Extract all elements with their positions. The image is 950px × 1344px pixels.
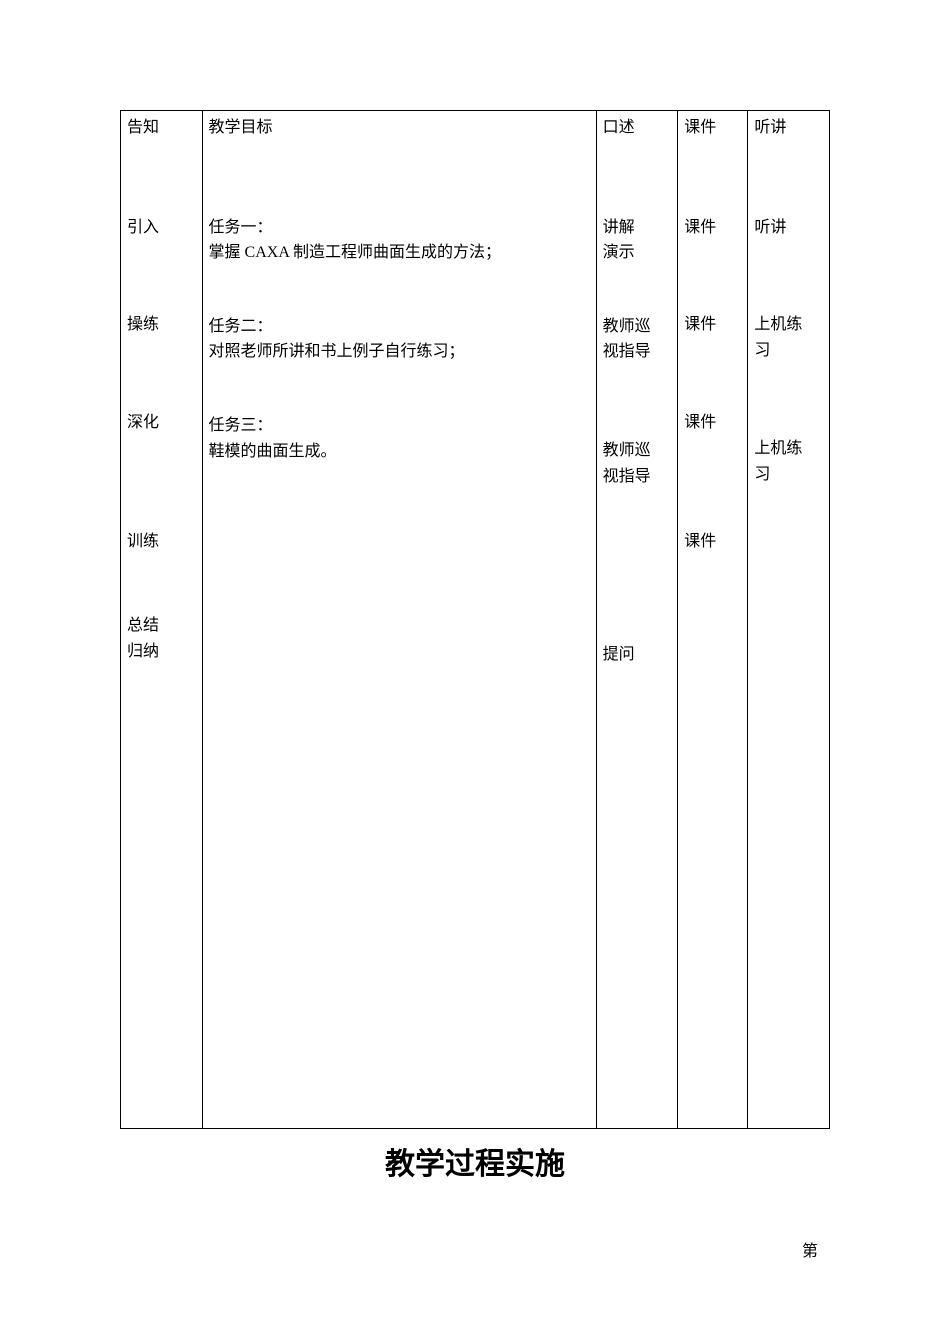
row5-col4: 课件 <box>684 529 741 555</box>
row3-col2-l1: 任务二： <box>209 314 590 340</box>
row3-col3-l2: 视指导 <box>603 339 672 365</box>
row2-col5: 听讲 <box>754 215 823 241</box>
document-page: 告知 引入 操练 深化 训练 总结 归纳 教学目标 <box>0 0 950 1223</box>
row3-col5-l1: 上机练 <box>754 312 823 338</box>
row2-col3-l1: 讲解 <box>603 215 672 241</box>
row4-col3-l3: 视指导 <box>603 464 672 490</box>
row6-col3-l2: 提问 <box>603 642 672 668</box>
row4-col1: 深化 <box>127 410 196 436</box>
lesson-table: 告知 引入 操练 深化 训练 总结 归纳 教学目标 <box>120 110 830 1129</box>
row4-col2-l1: 任务三： <box>209 413 590 439</box>
row2-col3-l2: 演示 <box>603 240 672 266</box>
row6-col3-blank <box>603 617 672 642</box>
row3-col4: 课件 <box>684 312 741 338</box>
row3-col5-l2: 习 <box>754 338 823 364</box>
row1-col5: 听讲 <box>754 115 823 141</box>
row4-col5-l3: 习 <box>754 462 823 488</box>
row5-col1: 训练 <box>127 529 196 555</box>
row6-col1-l2: 归纳 <box>127 639 196 665</box>
row2-col1: 引入 <box>127 215 196 241</box>
page-number: 第 <box>0 1237 950 1261</box>
section-heading: 教学过程实施 <box>120 1139 830 1183</box>
row2-col2-l1: 任务一： <box>209 215 590 241</box>
row1-col3: 口述 <box>603 115 672 141</box>
row4-col3-blank <box>603 413 672 438</box>
row4-col2-l2: 鞋模的曲面生成。 <box>209 439 590 465</box>
row2-col4: 课件 <box>684 215 741 241</box>
row3-col2-l2: 对照老师所讲和书上例子自行练习； <box>209 339 590 365</box>
row4-col3-l2: 教师巡 <box>603 438 672 464</box>
row3-col1: 操练 <box>127 312 196 338</box>
row6-col1-l1: 总结 <box>127 613 196 639</box>
row4-col5-l2: 上机练 <box>754 436 823 462</box>
row1-col1: 告知 <box>127 115 196 141</box>
row3-col3-l1: 教师巡 <box>603 314 672 340</box>
row1-col4: 课件 <box>684 115 741 141</box>
row4-col5-blank <box>754 411 823 436</box>
row1-col2: 教学目标 <box>209 115 590 141</box>
row4-col4: 课件 <box>684 410 741 436</box>
row2-col2-l2: 掌握 CAXA 制造工程师曲面生成的方法； <box>209 240 590 266</box>
